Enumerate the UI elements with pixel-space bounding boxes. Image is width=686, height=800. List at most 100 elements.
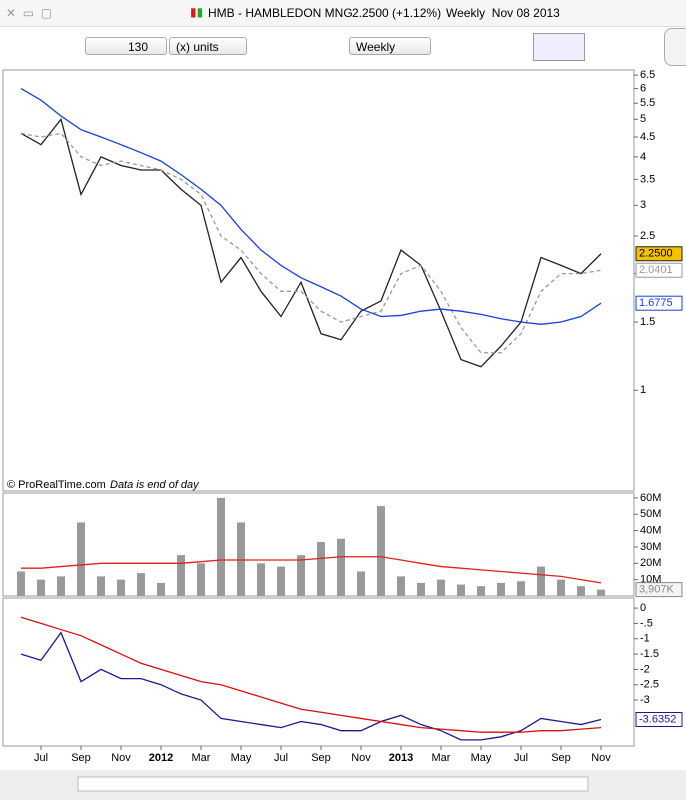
y-tick-label: 20M bbox=[640, 557, 661, 569]
y-tick-label: 2 bbox=[640, 267, 646, 279]
volume-bar bbox=[277, 566, 285, 596]
indicator-panel bbox=[2, 597, 635, 747]
y-tick-label: 1.5 bbox=[640, 316, 655, 328]
y-tick-label: 30M bbox=[640, 541, 661, 553]
y-tick-label: 40M bbox=[640, 525, 661, 537]
units-input[interactable]: 130 bbox=[85, 37, 167, 55]
quote: 2.2500 (+1.12%) bbox=[352, 6, 442, 20]
volume-bar bbox=[577, 586, 585, 596]
series-line bbox=[20, 117, 602, 368]
data-note: Data is end of day bbox=[110, 479, 200, 491]
volume-bar bbox=[217, 497, 225, 596]
y-tick-label: -.5 bbox=[640, 617, 653, 629]
y-tick-label: 3 bbox=[640, 199, 646, 211]
candle-icon: ▮▮ bbox=[190, 5, 204, 19]
volume-bar bbox=[237, 522, 245, 596]
window-buttons[interactable]: ✕ ▭ ▢ bbox=[6, 6, 53, 20]
x-tick-label: 2013 bbox=[389, 752, 413, 764]
volume-bar bbox=[137, 573, 145, 596]
volume-bar bbox=[377, 506, 385, 596]
side-tab[interactable] bbox=[664, 28, 686, 66]
volume-bar bbox=[157, 582, 165, 596]
y-tick-label: -1 bbox=[640, 633, 650, 645]
volume-bar bbox=[397, 576, 405, 596]
volume-bar bbox=[597, 589, 605, 596]
x-tick-label: Mar bbox=[432, 752, 451, 764]
x-tick-label: Nov bbox=[591, 752, 611, 764]
x-tick-label: Nov bbox=[111, 752, 131, 764]
volume-bar bbox=[537, 566, 545, 596]
symbol: HMB - HAMBLEDON MNG bbox=[208, 6, 353, 20]
last-value-box bbox=[635, 295, 683, 311]
x-tick-label: Jul bbox=[514, 752, 528, 764]
y-tick-label: 3.5 bbox=[640, 173, 655, 185]
y-tick-label: -2.5 bbox=[640, 679, 659, 691]
last-value-box bbox=[635, 582, 683, 598]
series-line bbox=[20, 616, 602, 733]
y-tick-label: 10M bbox=[640, 574, 661, 586]
y-tick-label: 6 bbox=[640, 82, 646, 94]
copyright: © ProRealTime.com bbox=[7, 479, 106, 491]
scrollbar[interactable] bbox=[77, 776, 589, 792]
series-line bbox=[20, 88, 602, 325]
y-tick-label: -2 bbox=[640, 663, 650, 675]
y-tick-label: 50M bbox=[640, 508, 661, 520]
last-value-label: 3,907K bbox=[639, 584, 675, 596]
bottom-toolbar bbox=[0, 770, 686, 800]
series-line bbox=[20, 132, 602, 354]
volume-bar bbox=[177, 555, 185, 596]
volume-bar bbox=[477, 586, 485, 596]
last-value-label: -3.6352 bbox=[639, 713, 676, 725]
volume-bar bbox=[97, 576, 105, 596]
volume-bar bbox=[17, 571, 25, 596]
y-tick-label: 5 bbox=[640, 113, 646, 125]
x-tick-label: 2012 bbox=[149, 752, 173, 764]
x-tick-label: Sep bbox=[71, 752, 91, 764]
x-tick-label: Jul bbox=[34, 752, 48, 764]
series-line bbox=[20, 631, 602, 741]
y-tick-label: 60M bbox=[640, 492, 661, 504]
volume-panel bbox=[2, 492, 635, 597]
y-tick-label: 4 bbox=[640, 151, 646, 163]
title-bar: ✕ ▭ ▢ ▮▮ HMB - HAMBLEDON MNG 2.2500 (+1.… bbox=[0, 0, 686, 27]
volume-bar bbox=[57, 576, 65, 596]
last-value-label: 1.6775 bbox=[639, 297, 673, 309]
x-tick-label: May bbox=[471, 752, 492, 764]
volume-bar bbox=[417, 582, 425, 596]
units-select[interactable]: (x) units bbox=[169, 37, 247, 55]
volume-bar bbox=[197, 563, 205, 596]
y-tick-label: -3 bbox=[640, 694, 650, 706]
volume-bar bbox=[77, 522, 85, 596]
volume-bar bbox=[517, 581, 525, 596]
volume-bar bbox=[337, 538, 345, 596]
last-value-box bbox=[635, 246, 683, 262]
y-tick-label: 1 bbox=[640, 384, 646, 396]
x-tick-label: Nov bbox=[351, 752, 371, 764]
x-tick-label: May bbox=[231, 752, 252, 764]
y-tick-label: 5.5 bbox=[640, 97, 655, 109]
indicator-button[interactable] bbox=[533, 33, 585, 61]
last-value-box bbox=[635, 262, 683, 278]
volume-bar bbox=[317, 542, 325, 596]
volume-bar bbox=[257, 563, 265, 596]
series-line bbox=[21, 556, 602, 584]
volume-bar bbox=[297, 555, 305, 596]
y-tick-label: 2.5 bbox=[640, 230, 655, 242]
period-info: Weekly Nov 08 2013 bbox=[446, 6, 560, 20]
volume-bar bbox=[457, 584, 465, 596]
volume-bar bbox=[437, 579, 445, 596]
volume-bar bbox=[497, 582, 505, 596]
volume-bar bbox=[117, 579, 125, 596]
y-tick-label: 0 bbox=[640, 602, 646, 614]
volume-bar bbox=[357, 571, 365, 596]
period-select[interactable]: Weekly bbox=[349, 37, 431, 55]
x-tick-label: Sep bbox=[551, 752, 571, 764]
last-value-label: 2.2500 bbox=[639, 248, 673, 260]
y-tick-label: 4.5 bbox=[640, 131, 655, 143]
volume-bar bbox=[37, 579, 45, 596]
last-value-box bbox=[635, 712, 683, 728]
y-tick-label: 6.5 bbox=[640, 69, 655, 81]
y-tick-label: -1.5 bbox=[640, 648, 659, 660]
x-tick-label: Mar bbox=[192, 752, 211, 764]
